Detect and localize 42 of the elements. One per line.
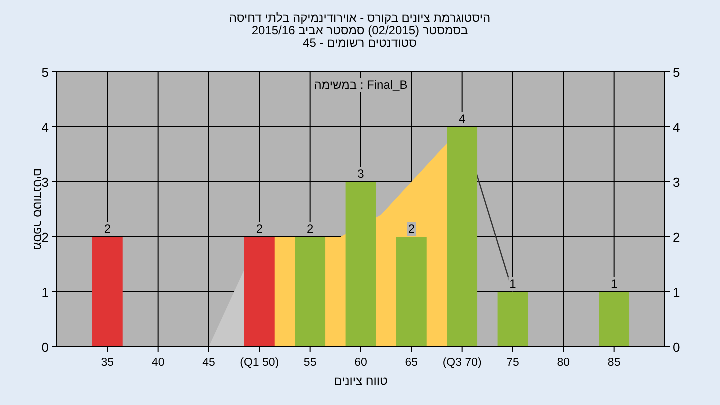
data-label: 1: [610, 277, 618, 291]
x-tick-label: 40: [152, 357, 165, 369]
x-tick-label: (Q1 50): [240, 357, 280, 369]
data-label: 1: [510, 277, 517, 291]
bar: [599, 292, 630, 347]
y2-tick-label: 3: [673, 175, 680, 190]
x-tick-label: 55: [304, 357, 317, 369]
x-tick-label: 45: [202, 357, 216, 369]
bar: [396, 237, 427, 347]
y-tick-label: 1: [42, 285, 49, 300]
bar: [346, 182, 376, 347]
x-tick-label: 80: [557, 357, 570, 369]
x-tick-label: (Q3 70): [442, 357, 482, 369]
y-tick-label: 5: [42, 65, 49, 80]
chart-title: היסטוגרמת ציונים בקורס - אוירודינמיקה בלתי דחיסה: [229, 11, 491, 25]
x-tick-label: 60: [354, 357, 368, 369]
y-tick-label: 0: [42, 340, 49, 355]
data-label: 2: [256, 222, 264, 236]
bar: [447, 127, 478, 347]
chart-subtitle: בסמסטר (02/2015) סמסטר אביב 2015/16: [252, 24, 468, 38]
annotation: במשימה : Final_B: [314, 78, 408, 92]
y2-tick-label: 5: [673, 65, 680, 80]
x-tick-label: 85: [608, 357, 621, 369]
x-axis-title: טווח ציונים: [334, 374, 388, 388]
y2-tick-label: 0: [673, 340, 680, 355]
data-label: 2: [408, 222, 416, 236]
x-tick-label: 35: [101, 357, 114, 369]
y2-tick-label: 2: [673, 230, 680, 245]
text: סטודנטים רשומים - 45: [303, 36, 418, 50]
bar: [92, 237, 123, 347]
bar: [498, 292, 528, 347]
x-tick-label: 65: [405, 357, 418, 369]
data-label: 2: [306, 222, 314, 236]
y-tick-label: 2: [42, 230, 49, 245]
data-label: 4: [458, 112, 466, 126]
x-tick-label: 75: [506, 357, 520, 369]
y2-tick-label: 1: [673, 285, 680, 300]
y2-tick-label: 4: [673, 120, 680, 135]
y-tick-label: 4: [42, 120, 49, 135]
data-label: 2: [104, 222, 112, 236]
data-label: 3: [358, 167, 365, 181]
bar: [295, 237, 326, 347]
